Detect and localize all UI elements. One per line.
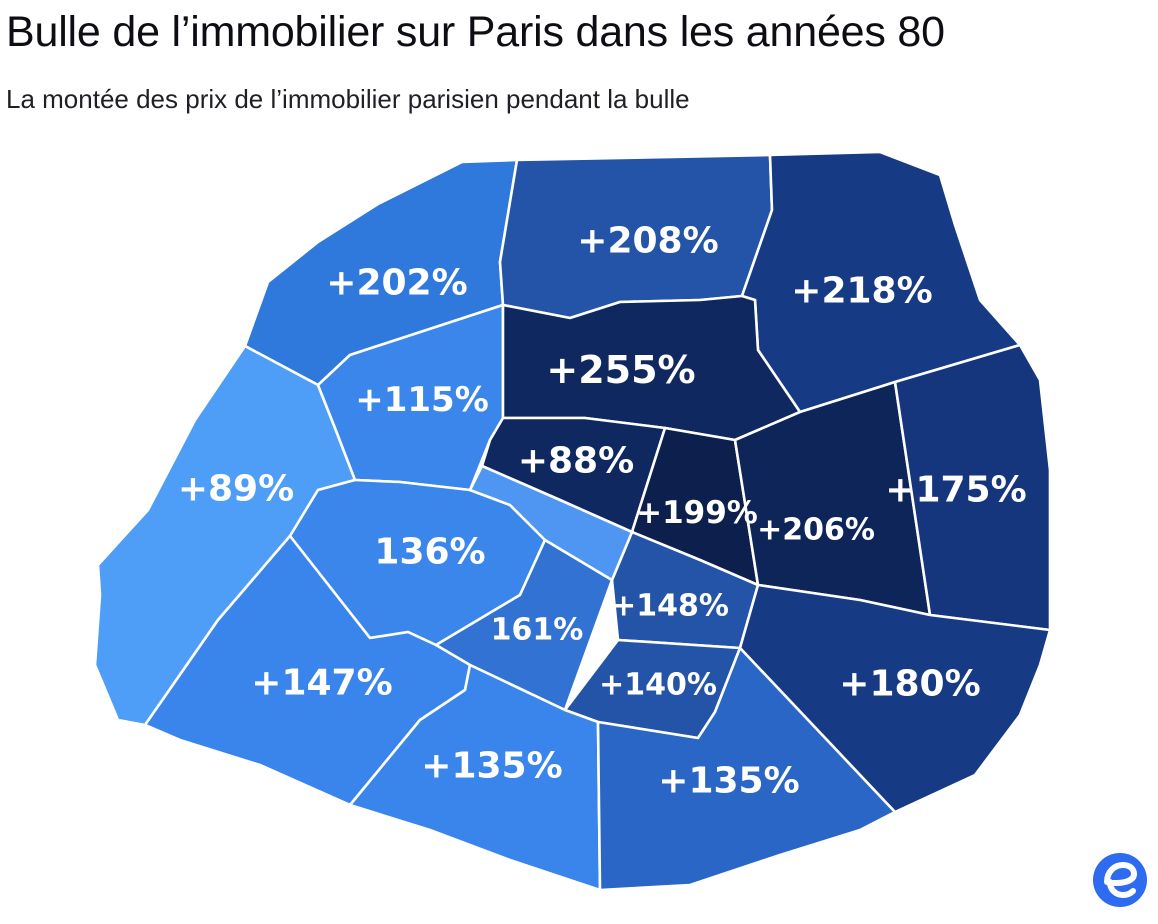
brand-logo-icon [1093, 853, 1147, 907]
district-label-nord-est-19: +218% [791, 271, 932, 312]
district-label-centre-3: +199% [636, 495, 758, 531]
district-label-ouest-16: +89% [178, 469, 294, 510]
district-label-centre-5: +148% [611, 589, 729, 624]
district-sud-13 [596, 646, 897, 892]
district-label-est-20: +175% [885, 470, 1026, 511]
district-label-ouest-8: +115% [355, 380, 489, 420]
district-label-nord-18: +208% [577, 221, 718, 262]
district-label-centre-11: +206% [757, 513, 875, 548]
district-label-nord-ouest-17: +202% [326, 263, 467, 304]
page-title: Bulle de l’immobilier sur Paris dans les… [6, 8, 945, 56]
district-label-sud-ouest-15: +147% [251, 663, 392, 704]
district-label-centre-5-sud: +140% [599, 668, 717, 703]
district-centre-1 [468, 464, 634, 582]
district-label-centre-nord-9-10: +255% [546, 348, 695, 392]
district-label-sud-13: +135% [658, 761, 799, 802]
district-label-sud-14: +135% [421, 746, 562, 787]
district-label-centre-6: 161% [491, 613, 584, 648]
page-subtitle: La montée des prix de l’immobilier paris… [6, 84, 690, 114]
district-label-est-12: +180% [839, 664, 980, 705]
district-sud-14 [348, 663, 602, 892]
district-label-centre-2: +88% [518, 441, 634, 482]
district-ouest-8 [316, 303, 505, 492]
district-label-ouest-7: 136% [374, 532, 485, 573]
